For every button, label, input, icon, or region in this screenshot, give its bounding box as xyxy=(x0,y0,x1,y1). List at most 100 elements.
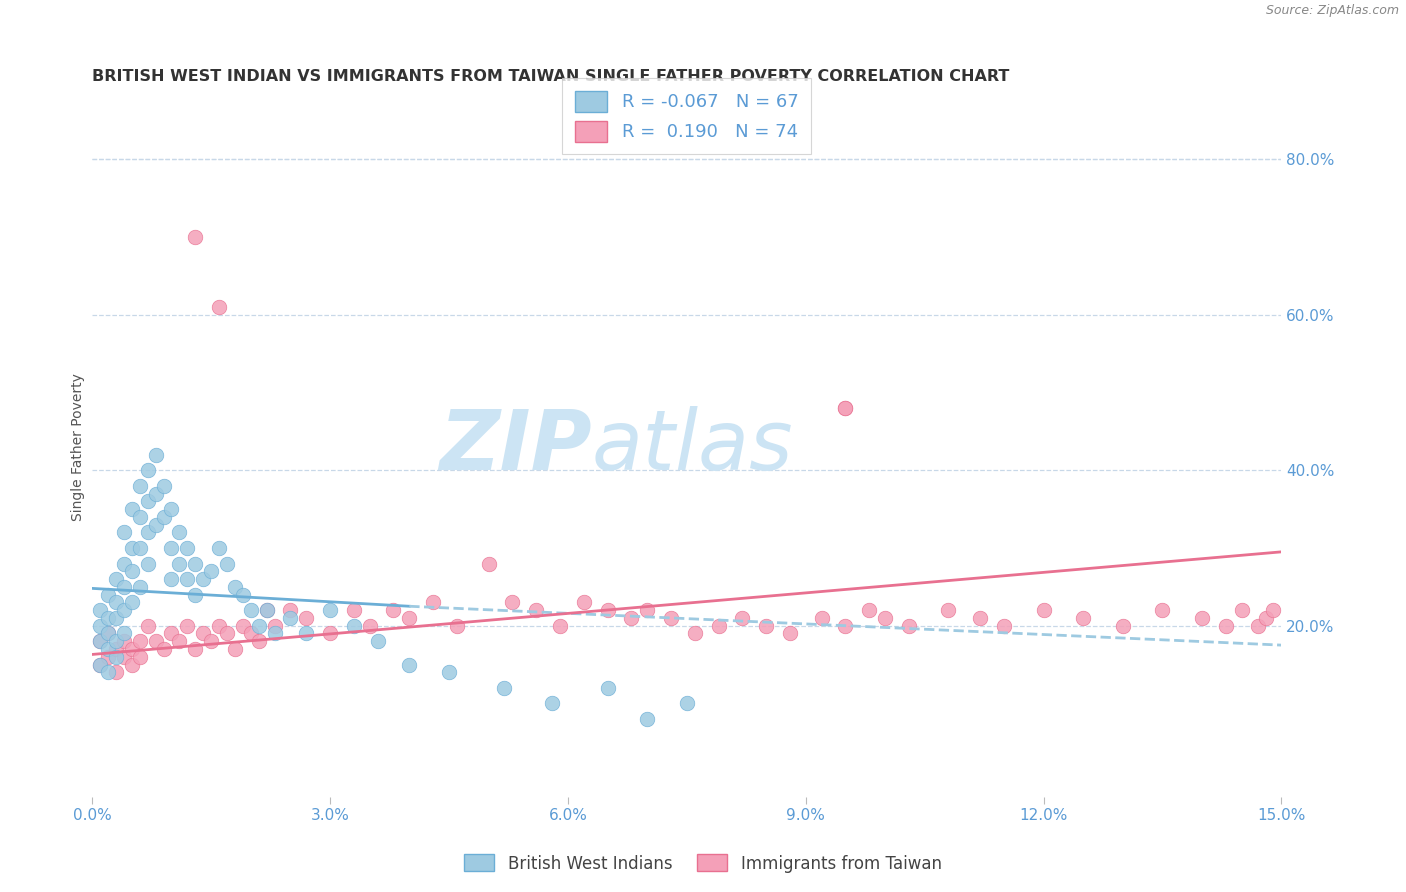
Point xyxy=(858,603,880,617)
Point xyxy=(208,541,231,555)
Point xyxy=(446,618,468,632)
Point xyxy=(319,626,342,640)
Y-axis label: Single Father Poverty: Single Father Poverty xyxy=(72,373,86,521)
Point xyxy=(200,634,222,648)
Point xyxy=(89,634,111,648)
Text: Source: ZipAtlas.com: Source: ZipAtlas.com xyxy=(1265,4,1399,18)
Point xyxy=(112,626,135,640)
Point xyxy=(89,618,111,632)
Point xyxy=(152,479,174,493)
Point xyxy=(437,665,460,680)
Point xyxy=(200,564,222,578)
Point xyxy=(1246,618,1268,632)
Point xyxy=(731,611,754,625)
Point xyxy=(136,557,159,571)
Point xyxy=(1254,611,1277,625)
Point xyxy=(136,525,159,540)
Point xyxy=(707,618,730,632)
Point xyxy=(152,642,174,657)
Point xyxy=(128,509,150,524)
Point xyxy=(969,611,991,625)
Point xyxy=(128,649,150,664)
Point xyxy=(97,626,120,640)
Point xyxy=(184,588,207,602)
Point xyxy=(169,634,191,648)
Point xyxy=(1152,603,1174,617)
Point xyxy=(160,502,183,516)
Point xyxy=(359,618,381,632)
Point xyxy=(193,626,215,640)
Point xyxy=(422,595,444,609)
Point xyxy=(176,618,198,632)
Point xyxy=(104,642,127,657)
Point xyxy=(1071,611,1094,625)
Text: ZIP: ZIP xyxy=(439,407,592,487)
Point xyxy=(659,611,682,625)
Point xyxy=(97,626,120,640)
Point xyxy=(104,572,127,586)
Point xyxy=(478,557,501,571)
Point xyxy=(810,611,832,625)
Point xyxy=(367,634,389,648)
Point xyxy=(1215,618,1237,632)
Point xyxy=(524,603,547,617)
Point xyxy=(128,580,150,594)
Point xyxy=(256,603,278,617)
Point xyxy=(160,541,183,555)
Point xyxy=(548,618,571,632)
Point xyxy=(572,595,595,609)
Point xyxy=(89,603,111,617)
Point xyxy=(169,525,191,540)
Point xyxy=(295,626,318,640)
Point xyxy=(295,611,318,625)
Point xyxy=(121,657,143,672)
Point xyxy=(398,611,420,625)
Point xyxy=(208,618,231,632)
Point xyxy=(112,634,135,648)
Point xyxy=(779,626,801,640)
Point xyxy=(834,618,856,632)
Point xyxy=(97,611,120,625)
Point xyxy=(176,572,198,586)
Legend: British West Indians, Immigrants from Taiwan: British West Indians, Immigrants from Ta… xyxy=(458,847,948,880)
Point xyxy=(1263,603,1285,617)
Point xyxy=(1230,603,1253,617)
Point xyxy=(636,712,658,726)
Point xyxy=(145,486,167,500)
Point xyxy=(675,697,697,711)
Point xyxy=(208,300,231,314)
Point xyxy=(834,401,856,415)
Point xyxy=(121,564,143,578)
Point xyxy=(104,665,127,680)
Point xyxy=(160,572,183,586)
Point xyxy=(104,595,127,609)
Point xyxy=(136,494,159,508)
Point xyxy=(121,595,143,609)
Point xyxy=(232,618,254,632)
Point xyxy=(169,557,191,571)
Point xyxy=(263,626,285,640)
Point xyxy=(280,603,302,617)
Point xyxy=(104,634,127,648)
Point xyxy=(232,588,254,602)
Point xyxy=(280,611,302,625)
Point xyxy=(136,618,159,632)
Point xyxy=(121,642,143,657)
Point xyxy=(136,463,159,477)
Point xyxy=(263,618,285,632)
Point xyxy=(112,557,135,571)
Point xyxy=(1191,611,1213,625)
Point xyxy=(145,448,167,462)
Point xyxy=(215,626,238,640)
Point xyxy=(494,681,516,695)
Point xyxy=(224,580,246,594)
Point xyxy=(145,517,167,532)
Point xyxy=(128,479,150,493)
Point xyxy=(104,649,127,664)
Text: atlas: atlas xyxy=(592,407,793,487)
Point xyxy=(97,642,120,657)
Point xyxy=(398,657,420,672)
Point xyxy=(247,618,270,632)
Point xyxy=(1112,618,1135,632)
Point xyxy=(239,603,262,617)
